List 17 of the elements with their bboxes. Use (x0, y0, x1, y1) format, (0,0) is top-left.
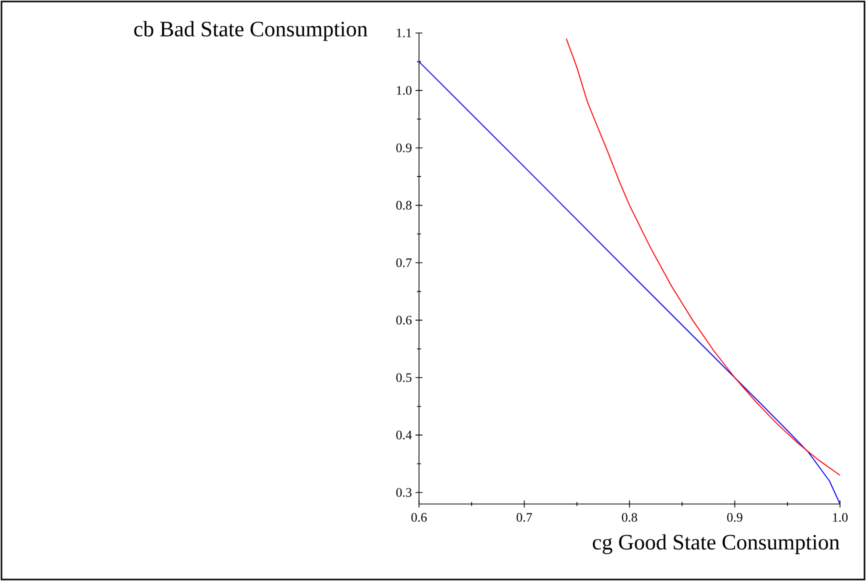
x-axis-title: cg Good State Consumption (592, 534, 840, 554)
x-tick-label: 0.9 (727, 513, 742, 522)
x-tick-label: 0.7 (516, 513, 532, 522)
y-tick-label: 1.1 (396, 28, 412, 38)
y-tick-label: 0.7 (396, 258, 412, 268)
y-tick-label: 0.6 (396, 316, 412, 325)
y-tick-label: 1.0 (396, 86, 412, 95)
x-tick-label: 0.6 (411, 513, 427, 522)
x-tick-label: 0.8 (622, 513, 638, 522)
y-tick-label: 0.3 (396, 488, 412, 497)
line-series (566, 38, 841, 476)
y-tick-label: 0.4 (396, 430, 412, 440)
y-tick-label: 0.5 (396, 373, 412, 382)
y-tick-label: 0.9 (396, 143, 412, 152)
y-axis-title: cb Bad State Consumption (134, 21, 368, 41)
y-tick-label: 0.8 (396, 200, 412, 210)
x-tick-label: 1.0 (833, 513, 848, 522)
